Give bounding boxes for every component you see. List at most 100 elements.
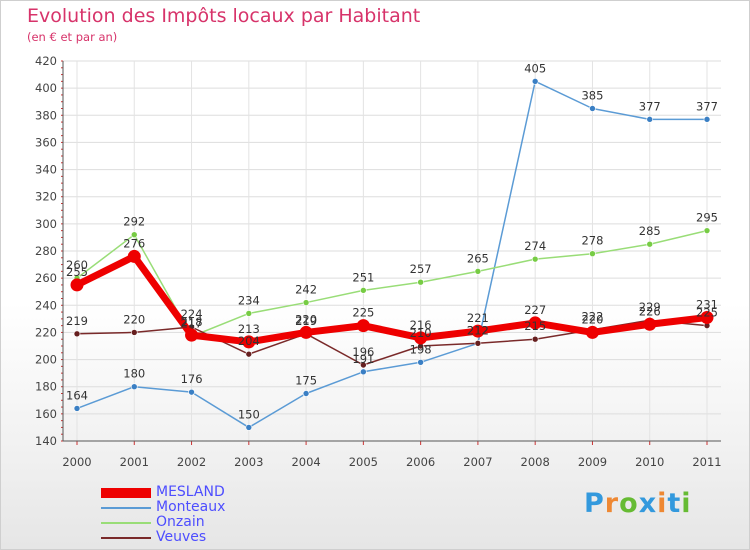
y-tick-label: 360	[35, 135, 57, 149]
data-label-monteaux: 150	[238, 407, 260, 421]
y-tick-label: 160	[35, 407, 57, 421]
logo-letter: i	[681, 488, 692, 519]
logo-letter: x	[638, 488, 658, 519]
grid-lines	[63, 60, 721, 442]
data-point-veuves	[360, 361, 367, 369]
data-point-onzain	[589, 250, 596, 258]
logo-letter: r	[604, 488, 620, 519]
data-label-onzain: 251	[352, 270, 374, 284]
data-point-veuves	[130, 329, 138, 336]
data-point-mesland	[643, 317, 657, 331]
data-point-mesland	[356, 319, 370, 333]
data-point-mesland	[471, 324, 485, 338]
legend-swatch-onzain	[101, 522, 151, 524]
y-tick-label: 140	[35, 434, 57, 448]
x-tick-label: 2008	[521, 455, 550, 469]
data-point-veuves	[245, 350, 253, 358]
data-point-onzain	[531, 255, 539, 263]
series-lines	[70, 78, 714, 431]
chart-subtitle: (en € et par an)	[27, 30, 118, 44]
y-tick-label: 320	[35, 190, 57, 204]
data-point-mesland	[414, 331, 428, 345]
data-label-onzain: 257	[410, 262, 432, 276]
data-point-veuves	[73, 330, 81, 338]
data-point-veuves	[474, 339, 482, 347]
data-label-veuves: 204	[238, 334, 260, 348]
axes: 140 160 180 200 220 240 260 280 300 320 340 360 380 4…	[35, 54, 722, 469]
data-label-onzain: 274	[524, 239, 546, 253]
x-tick-label: 2011	[692, 455, 721, 469]
series-line-onzain	[76, 229, 708, 338]
data-label-mesland: 220	[581, 312, 603, 326]
x-tick-label: 2010	[635, 455, 664, 469]
x-tick-label: 2006	[406, 455, 435, 469]
data-label-mesland: 225	[352, 306, 374, 320]
legend-item-veuves: Veuves	[101, 529, 321, 545]
data-label-onzain: 265	[467, 251, 489, 265]
data-label-veuves: 220	[123, 312, 145, 326]
logo-letter: o	[619, 488, 639, 519]
logo-letter: P	[584, 488, 605, 519]
data-point-mesland	[585, 325, 599, 339]
data-point-mesland	[70, 278, 84, 292]
data-label-monteaux: 405	[524, 61, 546, 75]
y-tick-label: 240	[35, 298, 57, 312]
legend-item-mesland: MESLAND	[101, 484, 321, 500]
data-label-veuves: 224	[181, 307, 203, 321]
legend-label-monteaux: Monteaux	[156, 499, 226, 515]
x-tick-label: 2001	[120, 455, 149, 469]
data-label-monteaux: 212	[467, 323, 489, 337]
data-label-monteaux: 191	[352, 352, 374, 366]
legend-item-onzain: Onzain	[101, 514, 321, 530]
data-label-onzain: 260	[66, 258, 88, 272]
data-point-onzain	[474, 268, 482, 275]
data-point-onzain	[302, 299, 310, 306]
series-line-monteaux	[76, 80, 708, 429]
data-point-monteaux	[302, 390, 310, 397]
data-label-mesland: 216	[410, 318, 432, 332]
data-label-monteaux: 176	[181, 372, 203, 386]
data-label-veuves: 229	[639, 300, 661, 314]
legend-label-veuves: Veuves	[156, 529, 207, 545]
legend-swatch-veuves	[101, 537, 151, 539]
data-label-mesland: 218	[181, 315, 203, 329]
proxiti-logo: Proxiti	[584, 488, 692, 519]
x-tick-label: 2002	[177, 455, 206, 469]
data-label-mesland: 226	[639, 304, 661, 318]
data-point-mesland	[127, 249, 141, 263]
data-label-onzain: 285	[639, 224, 661, 238]
logo-letter: t	[667, 488, 682, 519]
data-point-monteaux	[245, 424, 253, 431]
data-label-monteaux: 385	[581, 89, 603, 103]
data-label-onzain: 292	[123, 215, 145, 229]
data-point-monteaux	[417, 358, 424, 366]
data-label-onzain: 242	[295, 283, 317, 297]
data-label-mesland: 276	[123, 236, 145, 250]
data-label-veuves: 215	[524, 319, 546, 333]
data-label-veuves: 210	[410, 326, 432, 340]
y-tick-label: 180	[35, 380, 57, 394]
data-point-mesland	[700, 311, 714, 324]
data-label-monteaux: 175	[295, 374, 317, 388]
data-point-monteaux	[130, 383, 138, 391]
data-point-monteaux	[531, 78, 539, 85]
data-label-mesland: 221	[467, 311, 489, 325]
data-label-veuves: 196	[352, 345, 374, 359]
data-label-monteaux: 198	[410, 342, 432, 356]
legend: MESLAND Monteaux Onzain Veuves	[101, 484, 321, 545]
x-tick-label: 2005	[349, 455, 378, 469]
y-tick-label: 200	[35, 353, 57, 367]
data-point-onzain	[417, 278, 424, 286]
y-tick-label: 300	[35, 217, 57, 231]
data-label-onzain: 234	[238, 293, 260, 307]
legend-label-mesland: MESLAND	[156, 484, 225, 500]
data-label-monteaux: 180	[123, 367, 145, 381]
data-point-monteaux	[360, 368, 367, 376]
data-point-monteaux	[703, 116, 711, 123]
y-tick-label: 420	[35, 54, 57, 68]
data-label-mesland: 213	[238, 322, 260, 336]
data-label-monteaux: 377	[639, 99, 661, 113]
